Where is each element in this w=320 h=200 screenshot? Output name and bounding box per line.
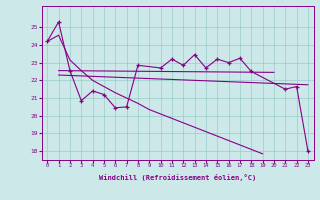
X-axis label: Windchill (Refroidissement éolien,°C): Windchill (Refroidissement éolien,°C) (99, 174, 256, 181)
